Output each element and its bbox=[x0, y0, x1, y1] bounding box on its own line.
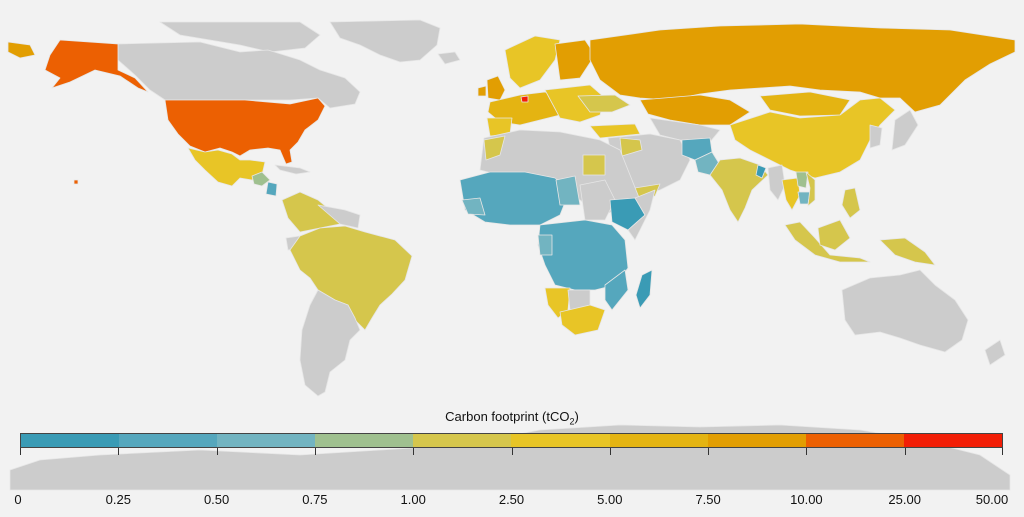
region-central-america[interactable] bbox=[251, 171, 271, 187]
region-belgium[interactable] bbox=[520, 95, 529, 103]
region-eastern-europe[interactable] bbox=[544, 84, 606, 123]
legend-bin-6 bbox=[609, 434, 708, 447]
legend-title-text: Carbon footprint (tCO bbox=[445, 409, 570, 424]
region-western-europe[interactable] bbox=[487, 91, 566, 126]
region-usa[interactable] bbox=[164, 97, 326, 165]
region-madagascar[interactable] bbox=[635, 269, 653, 309]
legend-tick bbox=[904, 448, 906, 455]
region-canada[interactable] bbox=[117, 41, 361, 109]
region-russia[interactable] bbox=[589, 23, 1016, 113]
legend-tick bbox=[609, 448, 611, 455]
legend-title-close: ) bbox=[574, 409, 579, 424]
region-west-africa[interactable] bbox=[459, 171, 571, 226]
legend-tick-label: 1.00 bbox=[400, 492, 426, 507]
legend-color-bar bbox=[20, 433, 1003, 448]
legend-tick bbox=[216, 448, 218, 455]
region-west-africa-coast[interactable] bbox=[461, 197, 486, 216]
legend-tick-label: 2.50 bbox=[498, 492, 525, 507]
legend-tick-label: 10.00 bbox=[790, 492, 823, 507]
legend-title-subscript: 2 bbox=[569, 416, 575, 427]
legend-tick-label: 0.50 bbox=[203, 492, 230, 507]
region-argentina-chile[interactable] bbox=[299, 289, 361, 397]
region-somalia[interactable] bbox=[627, 189, 656, 241]
legend-bin-5 bbox=[511, 434, 610, 447]
region-borneo[interactable] bbox=[817, 219, 851, 251]
region-egypt[interactable] bbox=[582, 154, 606, 176]
legend-title: Carbon footprint (tCO2) bbox=[0, 409, 1024, 427]
region-bangladesh[interactable] bbox=[755, 164, 767, 179]
region-mozambique[interactable] bbox=[604, 269, 629, 311]
legend-tick bbox=[118, 448, 120, 455]
legend-tick bbox=[20, 448, 21, 455]
legend-bin-0 bbox=[21, 434, 120, 447]
region-scandinavia[interactable] bbox=[504, 35, 561, 89]
region-morocco[interactable] bbox=[483, 135, 506, 161]
region-philippines[interactable] bbox=[841, 187, 861, 219]
region-alaska[interactable] bbox=[44, 39, 149, 93]
region-guianas[interactable] bbox=[317, 204, 361, 229]
legend-tick-label: 0 bbox=[14, 492, 22, 507]
region-aleutian[interactable] bbox=[7, 41, 36, 59]
legend-ticks bbox=[20, 448, 1003, 456]
legend-tick bbox=[413, 448, 415, 455]
legend-tick-label: 5.00 bbox=[597, 492, 623, 507]
region-greenland[interactable] bbox=[329, 19, 441, 63]
region-papua[interactable] bbox=[879, 237, 936, 266]
region-india[interactable] bbox=[709, 157, 769, 223]
legend-bin-8 bbox=[805, 434, 904, 447]
legend-tick bbox=[314, 448, 316, 455]
region-vietnam[interactable] bbox=[805, 171, 816, 207]
region-ireland[interactable] bbox=[477, 85, 487, 97]
legend-tick-labels: 0 0.25 0.50 0.75 1.00 2.50 5.00 7.50 10.00 25.00 5… bbox=[0, 492, 1024, 508]
legend-bin-9 bbox=[903, 434, 1002, 447]
region-south-africa[interactable] bbox=[559, 304, 606, 336]
region-myanmar[interactable] bbox=[767, 164, 786, 201]
legend-tick-label: 25.00 bbox=[888, 492, 921, 507]
region-congo[interactable] bbox=[537, 234, 553, 256]
legend-bin-7 bbox=[707, 434, 806, 447]
region-chad[interactable] bbox=[555, 175, 581, 206]
legend-tick bbox=[1002, 448, 1003, 455]
legend-bin-1 bbox=[119, 434, 218, 447]
region-malaysia-indonesia[interactable] bbox=[784, 221, 871, 263]
region-ukraine[interactable] bbox=[577, 94, 631, 113]
legend-bin-3 bbox=[315, 434, 414, 447]
region-sudan[interactable] bbox=[579, 179, 616, 221]
legend-tick-label: 0.75 bbox=[302, 492, 328, 507]
legend-tick bbox=[511, 448, 513, 455]
region-iraq-syria[interactable] bbox=[619, 137, 643, 157]
region-new-zealand[interactable] bbox=[984, 339, 1006, 366]
legend-tick-label: 7.50 bbox=[695, 492, 721, 507]
legend-tick-label: 0.25 bbox=[105, 492, 131, 507]
region-uk[interactable] bbox=[486, 75, 506, 101]
region-turkey[interactable] bbox=[589, 123, 641, 139]
legend-tick bbox=[806, 448, 808, 455]
region-finland[interactable] bbox=[554, 39, 596, 81]
legend-bin-4 bbox=[413, 434, 512, 447]
region-australia[interactable] bbox=[841, 269, 969, 353]
region-korea-japan[interactable] bbox=[869, 109, 919, 151]
region-nicaragua[interactable] bbox=[265, 181, 278, 197]
legend-tick-label: 50.00 bbox=[975, 492, 1009, 507]
region-caribbean[interactable] bbox=[274, 164, 311, 175]
region-hawaii[interactable] bbox=[73, 179, 79, 185]
region-iceland[interactable] bbox=[437, 51, 461, 65]
legend-tick bbox=[708, 448, 710, 455]
region-laos[interactable] bbox=[795, 171, 809, 189]
region-thailand[interactable] bbox=[781, 177, 801, 211]
legend-bin-2 bbox=[217, 434, 316, 447]
